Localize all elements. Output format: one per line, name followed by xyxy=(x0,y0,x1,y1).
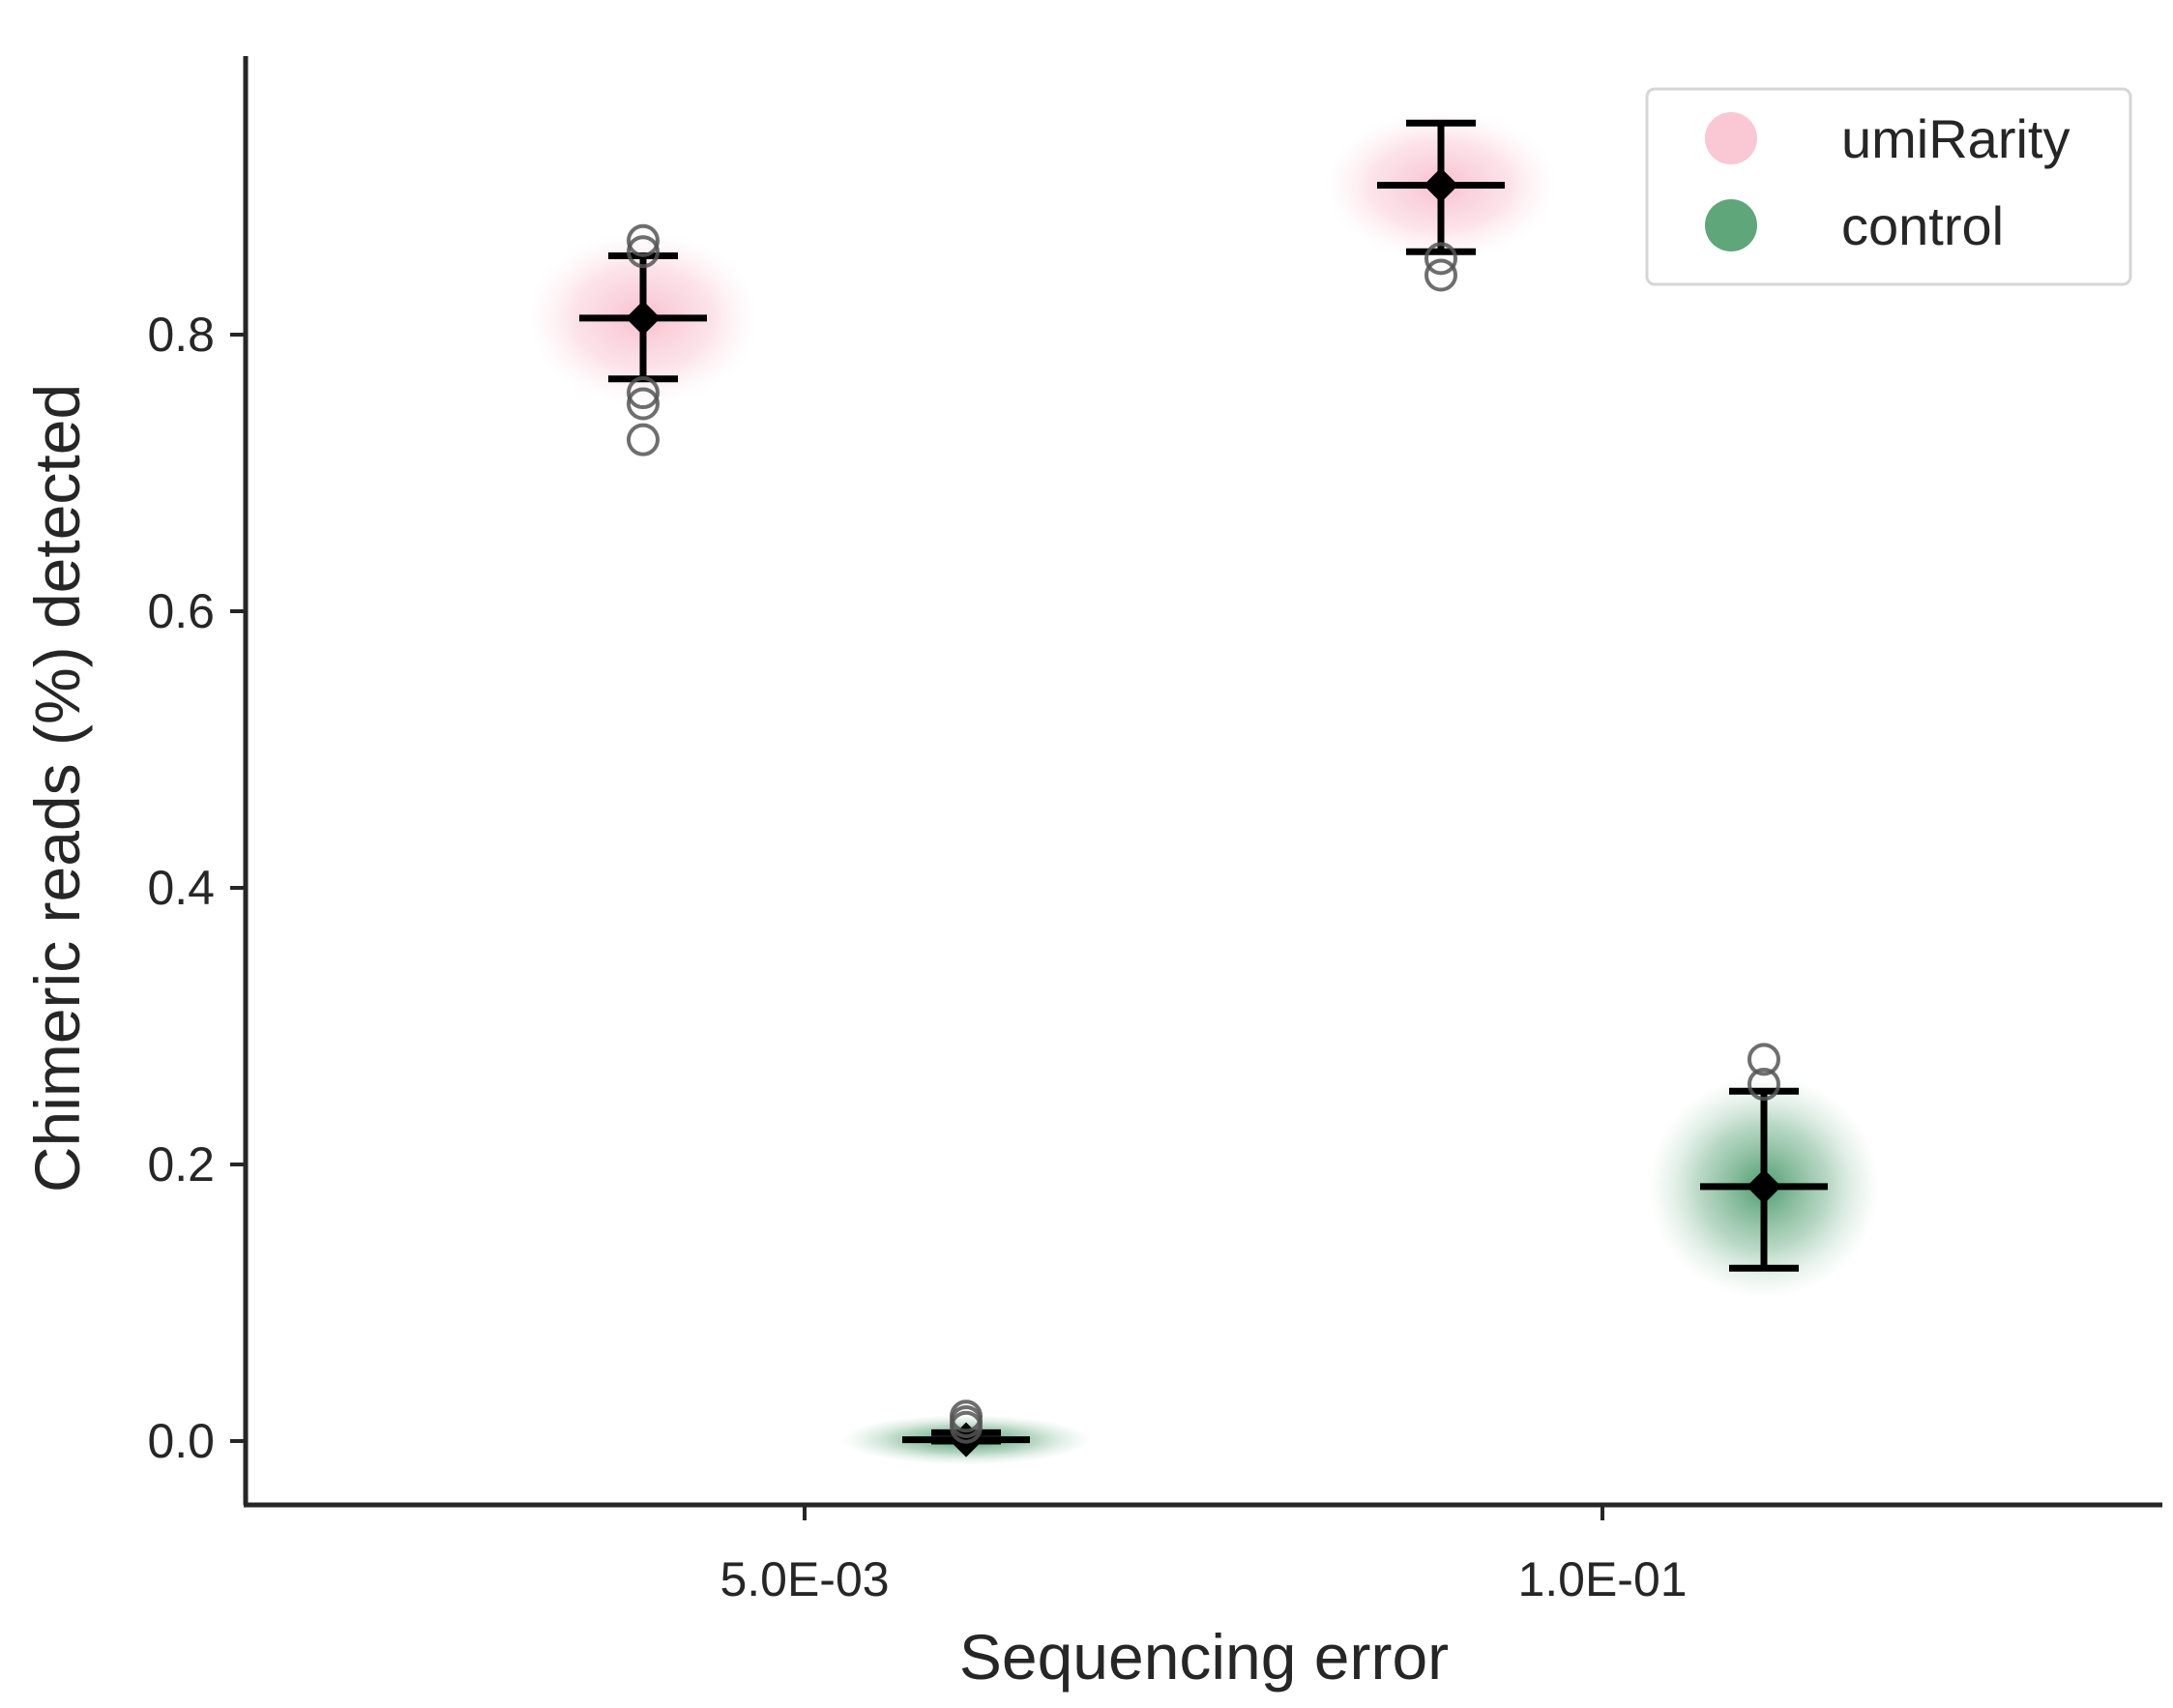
legend-marker xyxy=(1705,199,1757,251)
x-axis-ticks: 5.0E-03 1.0E-01 xyxy=(719,1505,1688,1606)
outlier-point xyxy=(1747,1068,1780,1102)
outlier-point xyxy=(627,376,660,410)
error-bars xyxy=(579,119,1828,1458)
mean-marker xyxy=(1424,167,1458,203)
y-tick-label: 0.0 xyxy=(147,1414,215,1468)
outlier-point xyxy=(1747,1043,1780,1076)
outlier-point xyxy=(627,387,660,421)
outlier-points xyxy=(627,223,1780,1444)
outlier-point xyxy=(1424,242,1457,276)
outlier-point xyxy=(1424,258,1457,292)
outlier-point xyxy=(627,235,660,269)
legend-label: umiRarity xyxy=(1841,108,2070,169)
outlier-point xyxy=(627,223,660,257)
y-tick-label: 0.2 xyxy=(147,1137,215,1192)
outlier-point xyxy=(950,1410,983,1444)
x-tick-label: 5.0E-03 xyxy=(719,1552,889,1606)
y-tick-label: 0.4 xyxy=(147,861,215,915)
y-axis-label: Chimeric reads (%) detected xyxy=(21,384,93,1193)
y-tick-label: 0.8 xyxy=(147,308,215,362)
x-axis-label: Sequencing error xyxy=(959,1621,1449,1693)
y-axis-ticks: 0.0 0.2 0.4 0.6 0.8 xyxy=(147,308,246,1468)
outlier-point xyxy=(627,423,660,456)
x-tick-label: 1.0E-01 xyxy=(1517,1552,1687,1606)
mean-marker xyxy=(1747,1168,1781,1204)
legend-label: control xyxy=(1841,195,2004,256)
y-tick-label: 0.6 xyxy=(147,584,215,638)
mean-marker xyxy=(626,300,661,336)
legend-frame xyxy=(1645,87,2132,286)
legend-marker xyxy=(1705,112,1757,164)
point-clouds xyxy=(527,110,1880,1465)
legend: umiRarity control xyxy=(1645,87,2132,286)
